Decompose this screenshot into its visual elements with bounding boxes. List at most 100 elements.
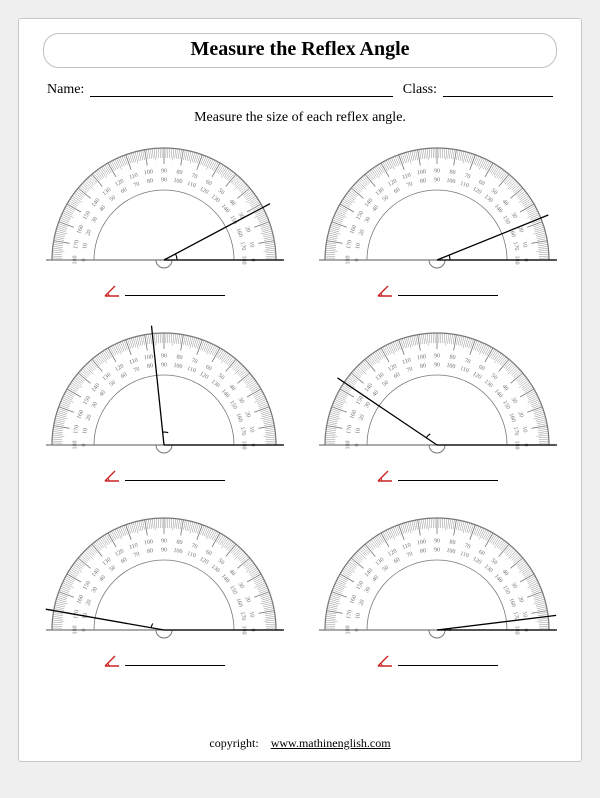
svg-text:140: 140 bbox=[219, 388, 229, 399]
svg-text:60: 60 bbox=[204, 364, 212, 372]
svg-text:30: 30 bbox=[509, 582, 517, 590]
svg-text:180: 180 bbox=[345, 256, 351, 265]
svg-text:10: 10 bbox=[82, 243, 89, 250]
svg-text:120: 120 bbox=[387, 178, 398, 188]
svg-text:10: 10 bbox=[82, 428, 89, 435]
worksheet-page: Measure the Reflex Angle Name: Class: Me… bbox=[18, 18, 582, 762]
svg-text:180: 180 bbox=[72, 441, 78, 450]
svg-text:80: 80 bbox=[419, 548, 426, 555]
svg-text:30: 30 bbox=[90, 586, 98, 594]
instruction-text: Measure the size of each reflex angle. bbox=[19, 110, 581, 126]
svg-text:50: 50 bbox=[489, 373, 497, 381]
svg-text:110: 110 bbox=[128, 542, 138, 551]
svg-text:150: 150 bbox=[501, 585, 511, 596]
svg-text:40: 40 bbox=[371, 575, 379, 583]
svg-text:20: 20 bbox=[85, 414, 93, 422]
svg-text:20: 20 bbox=[243, 596, 251, 604]
svg-text:120: 120 bbox=[387, 548, 398, 558]
svg-text:70: 70 bbox=[190, 173, 198, 181]
protractor-diagram: 0180101702016030150401405013060120701108… bbox=[44, 325, 284, 455]
svg-text:100: 100 bbox=[172, 548, 182, 555]
svg-text:30: 30 bbox=[509, 397, 517, 405]
svg-text:110: 110 bbox=[401, 542, 411, 551]
answer-line[interactable] bbox=[376, 652, 498, 666]
svg-text:70: 70 bbox=[405, 181, 413, 189]
answer-input-line[interactable] bbox=[398, 294, 498, 296]
svg-text:40: 40 bbox=[98, 390, 106, 398]
svg-text:90: 90 bbox=[161, 362, 167, 368]
svg-text:30: 30 bbox=[363, 586, 371, 594]
svg-text:120: 120 bbox=[198, 186, 209, 196]
svg-text:160: 160 bbox=[76, 224, 85, 235]
svg-text:50: 50 bbox=[216, 558, 224, 566]
svg-text:100: 100 bbox=[416, 539, 426, 546]
svg-text:170: 170 bbox=[73, 425, 80, 435]
name-class-fields: Name: Class: bbox=[47, 82, 553, 98]
answer-input-line[interactable] bbox=[125, 664, 225, 666]
copyright-link[interactable]: www.mathinenglish.com bbox=[271, 736, 391, 750]
answer-line[interactable] bbox=[376, 282, 498, 296]
answer-line[interactable] bbox=[103, 282, 225, 296]
answer-input-line[interactable] bbox=[398, 664, 498, 666]
svg-text:170: 170 bbox=[346, 240, 353, 250]
svg-text:30: 30 bbox=[90, 216, 98, 224]
svg-text:160: 160 bbox=[507, 412, 516, 423]
svg-text:70: 70 bbox=[463, 543, 471, 551]
svg-text:40: 40 bbox=[227, 384, 235, 392]
svg-text:80: 80 bbox=[146, 363, 153, 370]
svg-text:20: 20 bbox=[243, 226, 251, 234]
svg-text:10: 10 bbox=[520, 426, 527, 433]
protractor-diagram: 0180101702016030150401405013060120701108… bbox=[317, 140, 557, 270]
svg-text:160: 160 bbox=[349, 409, 358, 420]
svg-text:90: 90 bbox=[434, 353, 440, 359]
svg-text:150: 150 bbox=[355, 210, 365, 221]
svg-text:160: 160 bbox=[76, 594, 85, 605]
svg-text:130: 130 bbox=[209, 379, 220, 389]
svg-text:120: 120 bbox=[114, 363, 125, 373]
class-input-line[interactable] bbox=[443, 82, 553, 97]
protractor-svg: 0180101702016030150401405013060120701108… bbox=[317, 325, 557, 455]
answer-input-line[interactable] bbox=[398, 479, 498, 481]
name-input-line[interactable] bbox=[90, 82, 392, 97]
protractor-svg: 0180101702016030150401405013060120701108… bbox=[44, 140, 284, 270]
svg-text:100: 100 bbox=[445, 363, 455, 370]
svg-text:80: 80 bbox=[146, 178, 153, 185]
svg-text:160: 160 bbox=[234, 227, 243, 238]
svg-text:170: 170 bbox=[238, 241, 245, 251]
svg-text:70: 70 bbox=[405, 551, 413, 559]
answer-line[interactable] bbox=[376, 467, 498, 481]
angle-icon bbox=[103, 284, 121, 298]
svg-text:10: 10 bbox=[520, 241, 527, 248]
svg-text:110: 110 bbox=[128, 357, 138, 366]
svg-text:70: 70 bbox=[463, 358, 471, 366]
svg-text:160: 160 bbox=[349, 594, 358, 605]
svg-text:50: 50 bbox=[381, 195, 389, 203]
angle-icon bbox=[376, 284, 394, 298]
svg-text:40: 40 bbox=[227, 199, 235, 207]
svg-text:60: 60 bbox=[393, 372, 401, 380]
svg-text:120: 120 bbox=[471, 186, 482, 196]
svg-text:0: 0 bbox=[354, 629, 360, 632]
svg-text:100: 100 bbox=[416, 169, 426, 176]
answer-input-line[interactable] bbox=[125, 479, 225, 481]
answer-input-line[interactable] bbox=[125, 294, 225, 296]
svg-text:140: 140 bbox=[219, 573, 229, 584]
svg-text:110: 110 bbox=[128, 172, 138, 181]
svg-text:80: 80 bbox=[175, 169, 182, 176]
svg-text:150: 150 bbox=[355, 395, 365, 406]
svg-text:40: 40 bbox=[500, 199, 508, 207]
svg-text:0: 0 bbox=[81, 259, 87, 262]
svg-text:130: 130 bbox=[482, 379, 493, 389]
answer-line[interactable] bbox=[103, 652, 225, 666]
svg-text:30: 30 bbox=[90, 401, 98, 409]
answer-line[interactable] bbox=[103, 467, 225, 481]
page-title: Measure the Reflex Angle bbox=[190, 38, 409, 60]
svg-text:90: 90 bbox=[161, 538, 167, 544]
svg-text:140: 140 bbox=[492, 388, 502, 399]
protractor-diagram: 0180101702016030150401405013060120701108… bbox=[317, 510, 557, 640]
svg-text:110: 110 bbox=[186, 181, 196, 190]
svg-text:20: 20 bbox=[85, 229, 93, 237]
svg-text:60: 60 bbox=[477, 179, 485, 187]
svg-text:70: 70 bbox=[190, 358, 198, 366]
svg-text:50: 50 bbox=[216, 188, 224, 196]
